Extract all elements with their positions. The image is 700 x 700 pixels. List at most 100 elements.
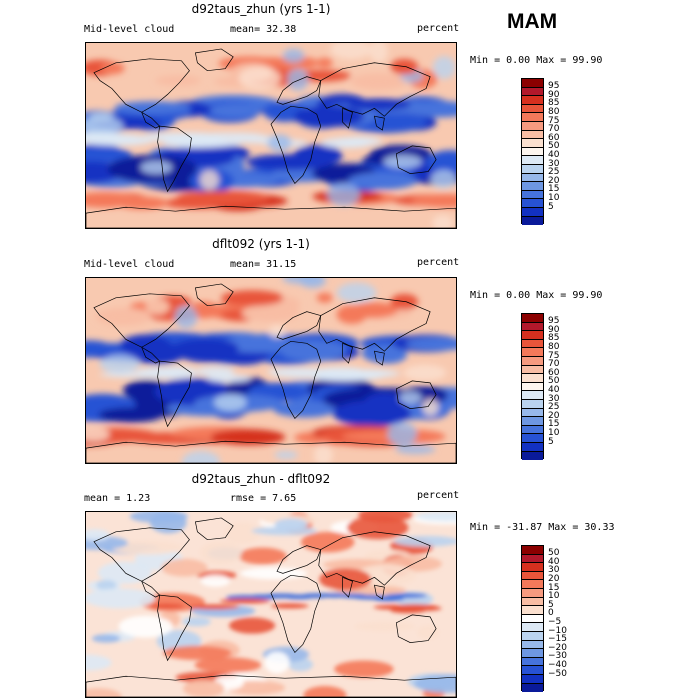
panel-1-mean: mean= 32.38	[230, 24, 297, 35]
cloud-field-blob	[300, 531, 355, 553]
colorbar-tick-label: 15	[548, 582, 560, 593]
colorbar-swatch	[522, 322, 543, 332]
cloud-field-blob	[145, 298, 170, 315]
coastline	[140, 111, 161, 129]
colorbar-swatch	[522, 683, 543, 693]
cloud-field-blob	[294, 105, 365, 128]
colorbar-tick-label: 20	[548, 175, 560, 186]
cloud-field-blob	[149, 512, 187, 534]
colorbar-swatch	[522, 348, 543, 357]
cloud-field-blob	[430, 170, 456, 189]
season-label: MAM	[507, 10, 558, 33]
colorbar-tick-label: 10	[548, 192, 560, 203]
colorbar-swatch	[522, 182, 543, 191]
cloud-field-blob	[188, 604, 240, 610]
panel-1-colorbar	[521, 78, 544, 226]
cloud-field-blob	[162, 138, 229, 148]
cloud-field-blob	[118, 615, 173, 638]
colorbar-swatch	[522, 96, 543, 105]
colorbar-swatch	[522, 571, 543, 581]
colorbar-swatch	[522, 666, 543, 675]
panel-2-minmax: Min = 0.00 Max = 99.90	[470, 290, 603, 301]
panel-2-title: dflt092 (yrs 1-1)	[212, 237, 310, 251]
colorbar-tick-label: 95	[548, 316, 560, 327]
coastline	[194, 48, 234, 72]
colorbar-swatch	[522, 199, 543, 208]
coastline	[86, 674, 456, 697]
coastline	[157, 594, 192, 662]
cloud-field-blob	[95, 307, 152, 326]
cloud-field-blob	[199, 541, 242, 565]
panel-2-colorbar	[521, 313, 544, 461]
cloud-field-blob	[334, 660, 394, 678]
coastline	[86, 440, 456, 463]
cloud-field-blob	[91, 634, 121, 643]
cloud-field-blob	[114, 101, 192, 115]
cloud-field-blob	[115, 196, 169, 210]
cloud-field-blob	[287, 68, 309, 91]
colorbar-tick-label: −15	[548, 634, 567, 645]
colorbar-swatch	[522, 597, 543, 607]
cloud-field-blob	[161, 558, 208, 577]
cloud-field-blob	[383, 154, 423, 169]
cloud-field-blob	[224, 522, 261, 545]
colorbar-tick-label: 50	[548, 376, 560, 387]
coastline	[373, 350, 385, 366]
colorbar-swatch	[522, 399, 543, 409]
colorbar-swatch	[522, 147, 543, 157]
colorbar-tick-label: 15	[548, 184, 560, 195]
cloud-field-blob	[238, 66, 281, 90]
coastline	[318, 62, 431, 117]
colorbar-swatch	[522, 164, 543, 174]
panel-2-map	[85, 277, 457, 464]
cloud-field-blob	[209, 103, 260, 118]
colorbar-tick-label: 30	[548, 393, 560, 404]
cloud-field-blob	[363, 392, 406, 415]
colorbar-tick-label: −10	[548, 625, 567, 636]
colorbar-tick-label: −30	[548, 651, 567, 662]
colorbar-swatch	[522, 434, 543, 443]
coastline	[140, 580, 161, 598]
cloud-field-blob	[394, 535, 456, 547]
coastline	[270, 105, 322, 185]
colorbar-tick-label: 0	[548, 608, 554, 619]
panel-1-minmax: Min = 0.00 Max = 99.90	[470, 55, 603, 66]
colorbar-swatch	[522, 156, 543, 165]
cloud-field-blob	[274, 450, 298, 459]
colorbar-swatch	[522, 588, 543, 598]
coastline	[157, 360, 192, 428]
coastline	[93, 58, 190, 113]
cloud-field-blob	[346, 516, 409, 540]
colorbar-swatch	[522, 207, 543, 217]
cloud-field-blob	[148, 603, 185, 609]
cloud-field-blob	[417, 624, 440, 640]
coastline	[194, 283, 234, 307]
cloud-field-blob	[336, 282, 377, 303]
panel-1-title: d92taus_zhun (yrs 1-1)	[191, 2, 331, 16]
cloud-field-blob	[271, 56, 319, 70]
cloud-field-blob	[399, 391, 422, 405]
colorbar-tick-label: 80	[548, 341, 560, 352]
cloud-field-blob	[86, 654, 112, 671]
cloud-field-blob	[155, 75, 201, 86]
colorbar-tick-label: 40	[548, 384, 560, 395]
panel-1-units: percent	[417, 23, 460, 34]
panel-3-rmse: rmse = 7.65	[230, 493, 297, 504]
colorbar-tick-label: 50	[548, 548, 560, 559]
cloud-field-blob	[228, 617, 276, 634]
cloud-field-blob	[432, 215, 454, 228]
cloud-field-blob	[99, 354, 141, 373]
colorbar-tick-label: 70	[548, 124, 560, 135]
cloud-field-blob	[182, 679, 225, 697]
coastline	[270, 574, 322, 654]
colorbar-tick-label: 10	[548, 591, 560, 602]
cloud-field-blob	[163, 645, 232, 661]
cloud-field-blob	[354, 621, 416, 632]
cloud-field-blob	[199, 170, 220, 190]
cloud-field-blob	[219, 598, 271, 604]
cloud-field-blob	[385, 593, 428, 599]
colorbar-tick-label: −50	[548, 668, 567, 679]
panel-3-mean: mean = 1.23	[84, 493, 151, 504]
colorbar-tick-label: −5	[548, 616, 562, 627]
coastline	[342, 107, 353, 129]
